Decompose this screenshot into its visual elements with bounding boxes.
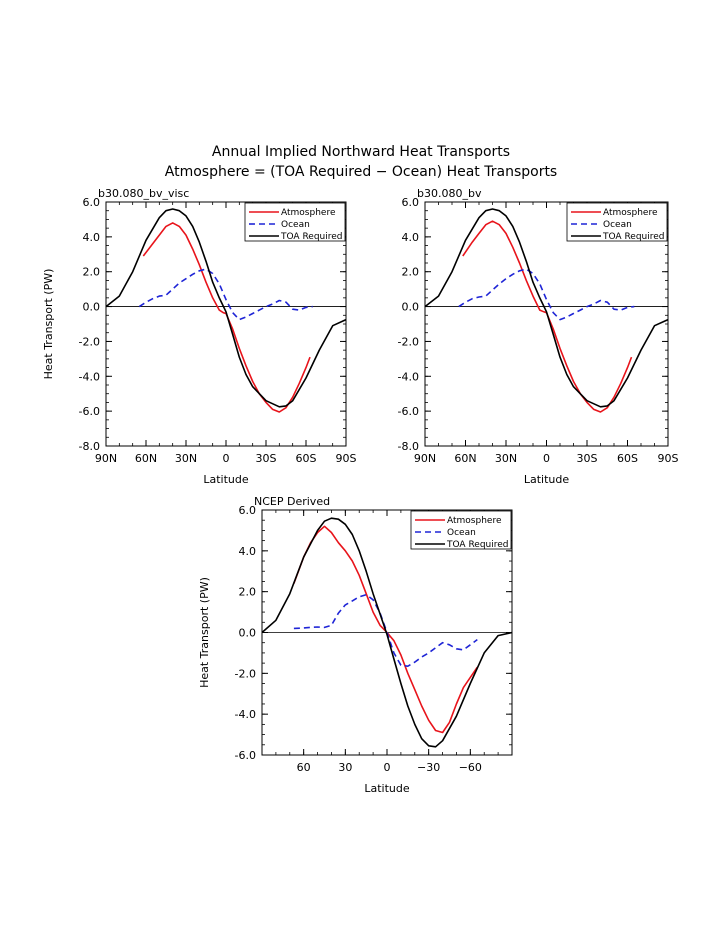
- figure-title-line1: Annual Implied Northward Heat Transports: [212, 144, 510, 160]
- legend-label-toa-required: TOA Required: [280, 232, 343, 242]
- legend-label-ocean: Ocean: [603, 220, 632, 230]
- legend-label-ocean: Ocean: [447, 528, 476, 538]
- y-tick-label: -2.0: [398, 335, 419, 348]
- series-line-ocean: [458, 268, 635, 321]
- y-tick-label: 6.0: [402, 196, 420, 209]
- series-line-ocean: [138, 268, 313, 321]
- series-line-atmosphere: [142, 222, 311, 413]
- legend-box: [566, 202, 668, 242]
- legend-label-toa-required: TOA Required: [602, 232, 665, 242]
- y-tick-label: 2.0: [402, 266, 420, 279]
- y-tick-label: 2.0: [239, 586, 257, 599]
- y-tick-label: 0.0: [402, 301, 420, 314]
- x-axis-label: Latitude: [524, 473, 570, 486]
- legend-box: [410, 510, 512, 550]
- y-tick-label: -4.0: [79, 370, 100, 383]
- y-tick-label: -6.0: [398, 405, 419, 418]
- x-tick-label: 60S: [296, 452, 317, 465]
- x-tick-label: 30N: [175, 452, 197, 465]
- y-tick-label: -4.0: [235, 708, 256, 721]
- x-axis-label: Latitude: [203, 473, 249, 486]
- legend-label-atmosphere: Atmosphere: [281, 208, 336, 218]
- y-tick-label: -4.0: [398, 370, 419, 383]
- panel-title: NCEP Derived: [254, 495, 330, 508]
- legend-label-atmosphere: Atmosphere: [603, 208, 658, 218]
- series-line-toa-required: [261, 517, 513, 748]
- y-tick-label: 6.0: [83, 196, 101, 209]
- y-tick-label: -2.0: [235, 667, 256, 680]
- y-tick-label: -8.0: [398, 440, 419, 453]
- y-tick-label: -8.0: [79, 440, 100, 453]
- panel-ncep-derived: 6.0 4.0 2.0 0.0 -2.0 -4.0 -6.0 60 30 0 −30 −60 Atmos…: [198, 495, 513, 795]
- series-line-toa-required: [424, 208, 669, 408]
- y-tick-label: 0.0: [239, 627, 257, 640]
- legend-label-ocean: Ocean: [281, 220, 310, 230]
- x-tick-label: 30N: [495, 452, 517, 465]
- x-tick-label: 60N: [135, 452, 157, 465]
- x-tick-label: 60: [297, 761, 311, 774]
- y-tick-label: -2.0: [79, 335, 100, 348]
- panel-title: b30.080_bv: [417, 187, 482, 200]
- x-tick-label: 90S: [658, 452, 679, 465]
- x-tick-label: 90N: [95, 452, 117, 465]
- x-tick-label: 30S: [256, 452, 277, 465]
- y-tick-label: 4.0: [83, 231, 101, 244]
- legend-label-atmosphere: Atmosphere: [447, 516, 502, 526]
- x-axis-label: Latitude: [364, 782, 410, 795]
- x-tick-label: 30: [338, 761, 352, 774]
- x-tick-label: 60S: [617, 452, 638, 465]
- y-axis-label: Heat Transport (PW): [42, 269, 55, 380]
- x-tick-label: 90S: [336, 452, 357, 465]
- y-tick-label: -6.0: [235, 749, 256, 762]
- legend-label-toa-required: TOA Required: [446, 540, 509, 550]
- panel-title: b30.080_bv_visc: [98, 187, 189, 200]
- x-tick-label: −60: [459, 761, 482, 774]
- y-tick-label: 4.0: [239, 545, 257, 558]
- x-tick-label: 0: [384, 761, 391, 774]
- y-axis-label: Heat Transport (PW): [198, 577, 211, 688]
- x-tick-label: 0: [223, 452, 230, 465]
- y-tick-label: 0.0: [83, 301, 101, 314]
- x-tick-label: 30S: [577, 452, 598, 465]
- figure-title-line2: Atmosphere = (TOA Required − Ocean) Heat…: [165, 164, 557, 180]
- y-tick-label: 2.0: [83, 266, 101, 279]
- series-line-toa-required: [105, 208, 347, 408]
- x-tick-label: 90N: [414, 452, 436, 465]
- y-tick-label: 6.0: [239, 504, 257, 517]
- y-tick-label: -6.0: [79, 405, 100, 418]
- legend-box: [244, 202, 346, 242]
- x-tick-label: 60N: [454, 452, 476, 465]
- x-tick-label: 0: [543, 452, 550, 465]
- y-tick-label: 4.0: [402, 231, 420, 244]
- x-tick-label: −30: [417, 761, 440, 774]
